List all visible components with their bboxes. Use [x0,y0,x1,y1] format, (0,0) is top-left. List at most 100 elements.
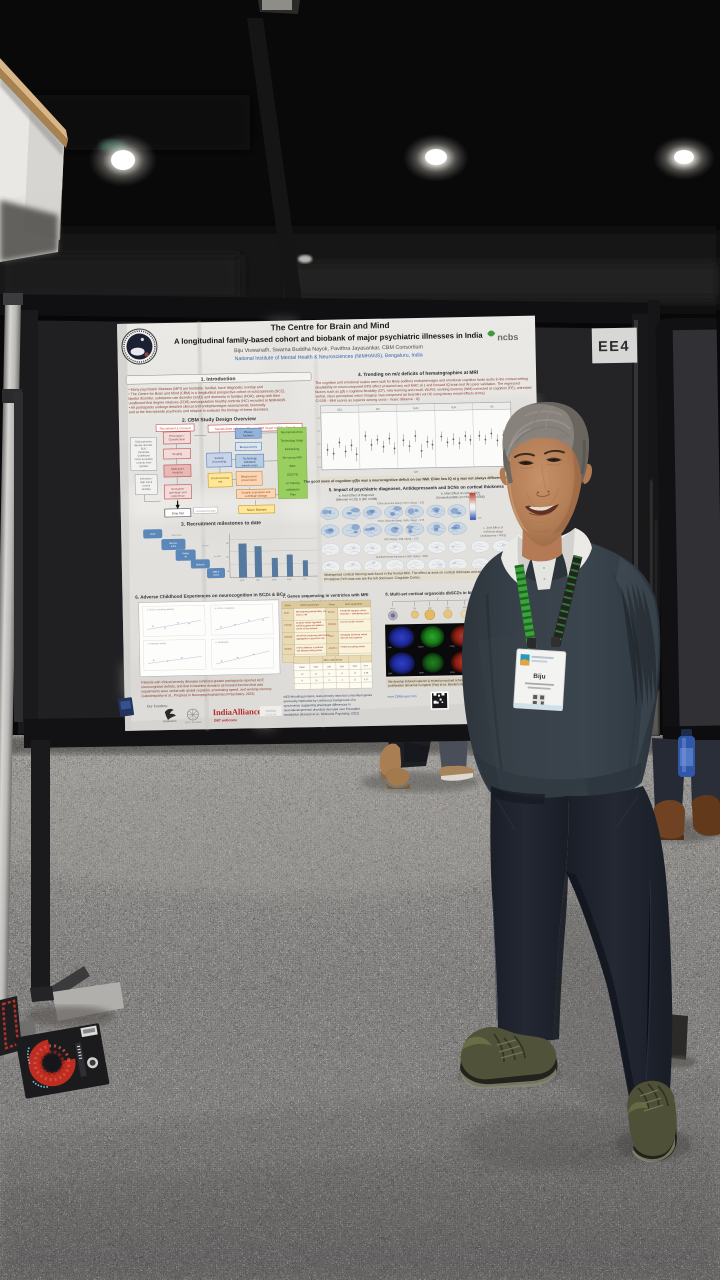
svg-text:6: 6 [341,673,343,675]
svg-text:1. Introduction: 1. Introduction [201,376,236,383]
svg-text:Environmental: Environmental [211,476,229,480]
svg-text:unaffected first degree relati: unaffected first degree relatives (FDR) … [129,398,287,405]
svg-text:Informant /: Informant / [140,476,153,480]
svg-text:SCZ1: SCZ1 [284,613,290,615]
svg-text:Technology triage: Technology triage [280,438,303,442]
svg-text:SUD: SUD [141,446,147,450]
svg-text:CACNA: CACNA [284,624,292,627]
svg-text:21: 21 [315,674,318,676]
svg-text:4: 4 [342,680,344,682]
svg-text:Widespread cortical thinning w: Widespread cortical thinning was found i… [324,569,502,577]
svg-text:SETD1: SETD1 [328,612,336,614]
svg-text:The Centre for Brain and Mind: The Centre for Brain and Mind [271,320,390,332]
svg-text:Protein truncating variant: Protein truncating variant [340,645,365,648]
svg-text:Classification: Classification [169,437,186,441]
svg-text:GOVT. OF INDIA: GOVT. OF INDIA [185,721,202,724]
svg-text:infrastructure: infrastructure [242,463,259,467]
svg-text:Del: Del [327,666,331,668]
svg-text:ncbs: ncbs [497,332,518,342]
svg-text:Gene: Gene [329,603,336,606]
svg-text:high risk &: high risk & [140,480,152,484]
svg-text:-0.5: -0.5 [477,517,482,520]
svg-text:SCZ N(eq) / 298, N(eq) = 573: SCZ N(eq) / 298, N(eq) = 573 [384,536,419,541]
svg-text:milestones: milestones [171,534,182,537]
svg-text:2k: 2k [226,557,229,559]
svg-text:Neurodevelopmental delay, 16p: Neurodevelopmental delay, 16p [296,610,328,614]
svg-text:Phase/: Phase/ [244,430,253,434]
svg-text:wES-blooding proteins, tests p: wES-blooding proteins, tests primary rat… [283,693,372,699]
svg-text:IndiaAlliance: IndiaAlliance [213,707,262,717]
svg-text:microRNA processing with famil: microRNA processing with familial [296,634,330,638]
svg-text:• All participants undergo det: • All participants undergo detailed clin… [129,403,266,410]
svg-text:HC: HC [490,404,494,408]
svg-text:MRI &: MRI & [213,571,220,573]
svg-text:0.0: 0.0 [317,444,321,446]
svg-text:carrier schizo biobank: carrier schizo biobank [296,627,318,630]
svg-text:The good news of cognition g(f: The good news of cognition g(f)s was a n… [304,475,525,483]
svg-text:miR-treat drugs: miR-treat drugs [484,529,504,533]
svg-text:age: age [414,470,419,473]
svg-text:Phenotype /: Phenotype / [169,434,184,438]
svg-text:factors such as g(f) x cogniti: factors such as g(f) x cognitive flexibi… [315,386,531,394]
svg-text:Neuroproteomics: Neuroproteomics [281,430,304,434]
svg-text:families: families [214,556,222,558]
svg-text:14: 14 [315,680,318,682]
svg-text:Our Funders:: Our Funders: [147,704,168,708]
svg-text:GRIN2A: GRIN2A [328,623,337,626]
svg-text:Recruitment & Consent: Recruitment & Consent [160,426,191,431]
svg-text:SCZ: SCZ [240,580,245,582]
svg-text:(Cerebellum/BRs (n=754) & (n=6: (Cerebellum/BRs (n=754) & (n=648)) [436,495,485,500]
svg-text:DAPI: DAPI [388,646,393,649]
svg-text:Biobank: Biobank [196,564,205,566]
svg-text:• Many psychiatric illnesses (: • Many psychiatric illnesses (MPI) are h… [128,385,263,392]
svg-text:FDRs & healthy: FDRs & healthy [135,457,154,461]
svg-text:Biobanking: Biobanking [285,447,300,451]
svg-text:Schizophrenia: Schizophrenia [135,439,152,443]
svg-text:experience: experience [171,494,185,498]
svg-text:TSC1: TSC1 [328,636,334,638]
svg-text:Validation: Validation [244,460,257,464]
svg-text:Drop Out: Drop Out [172,511,184,515]
svg-text:Neuro Biobank: Neuro Biobank [247,508,267,512]
svg-text:NRXN1: NRXN1 [285,649,293,651]
svg-text:SNV syndromes: SNV syndromes [345,603,363,606]
svg-text:d. moderation: d. moderation [215,641,229,644]
svg-text:Biju Viswanath, Swarna Buddha: Biju Viswanath, Swarna Buddha Nayok, Pav… [234,344,424,354]
svg-text:verbal, visuo perceptual, neur: verbal, visuo perceptual, neuro imagery,… [315,391,484,398]
svg-text:Biospecimen: Biospecimen [241,474,258,478]
svg-text:aggregation of psychosis risk: aggregation of psychosis risk [296,637,325,641]
svg-text:R=relative Px% was use are the: R=relative Px% was use are the left domi… [324,575,421,581]
svg-text:centrifuge storage: centrifuge storage [245,494,268,498]
svg-text:Sample separation and: Sample separation and [241,490,270,495]
svg-text:Dup: Dup [340,666,345,668]
svg-text:controls from: controls from [136,460,151,464]
svg-text:Biospecimens: Biospecimens [240,445,258,449]
svg-text:d30: d30 [428,608,432,610]
svg-text:0.21: 0.21 [364,679,369,681]
svg-text:ROHINI: ROHINI [266,709,277,713]
svg-text:Biju: Biju [533,673,546,681]
svg-text:Bipolar disorder: Bipolar disorder [134,443,152,447]
svg-text:b. ACEs vs attention: b. ACEs vs attention [215,607,236,610]
svg-text:MRI to BRI levels: MRI to BRI levels [324,659,343,662]
svg-text:/availability on neurocomposed: /availability on neurocomposed BPS effec… [315,381,520,389]
svg-text:Plan: Plan [290,492,296,496]
svg-text:Archives: Archives [243,433,254,437]
svg-text:up: up [184,556,187,558]
svg-text:Loss of function variants: Loss of function variants [340,620,365,623]
svg-text:PTV: PTV [364,666,369,668]
svg-text:CNV: CNV [314,667,319,669]
svg-text:impairments were verbal with g: impairments were verbal with global cogn… [141,687,272,694]
svg-text:CTIP2: CTIP2 [450,646,455,648]
svg-text:omics: omics [213,574,220,576]
svg-text:SUD: SUD [272,579,277,581]
svg-text:EEG/TB: EEG/TB [287,472,298,476]
svg-text:Chloropromine N(eq) / CPZ, N(e: Chloropromine N(eq) / CPZ, N(eq) = 132 [377,500,424,505]
svg-text:9: 9 [302,680,304,682]
svg-text:seizures and cognition: seizures and cognition [340,636,363,639]
svg-text:SUD: SUD [413,406,419,410]
svg-text:modulation (Ganesh et al., Mol: modulation (Ganesh et al., Molecular Psy… [284,711,359,717]
svg-text:2016: 2016 [150,534,156,536]
svg-text:modules: modules [172,470,183,474]
svg-text:0.4: 0.4 [317,418,321,420]
